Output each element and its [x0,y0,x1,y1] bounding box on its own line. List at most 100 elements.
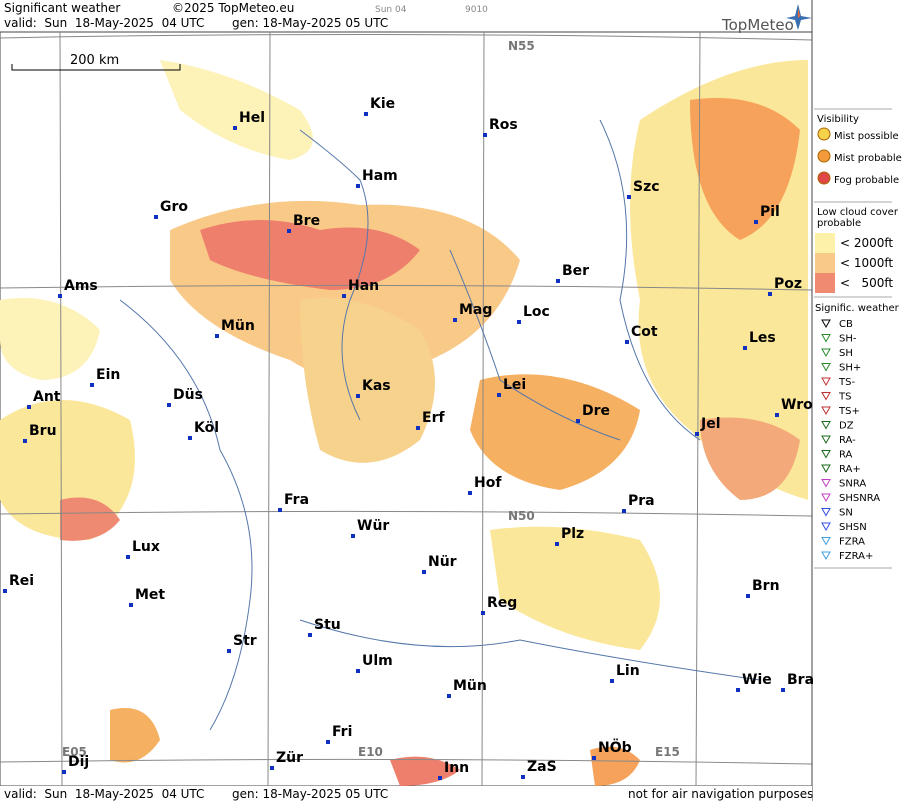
city-label: Nür [428,554,457,570]
grid-label: N50 [508,509,535,523]
logo: TopMeteo [721,16,794,34]
city-label: Jel [700,416,721,432]
low-cloud-swatch [815,233,835,253]
legend-title: Signific. weather [815,303,900,314]
city-label: Loc [523,304,550,320]
header-code: 9010 [465,5,488,15]
city-label: Ein [96,367,120,383]
city-label: Ham [362,168,398,184]
city-label: Lux [132,539,160,555]
city-label: NÖb [598,738,632,756]
city-label: Pil [760,204,780,220]
weather-symbol [821,392,831,401]
city-dot [356,394,360,398]
city-label: Ant [33,389,61,405]
weather-item: RA- [839,435,856,446]
city-label: Bra [787,672,814,688]
visibility-icon [817,149,831,163]
city-dot [422,570,426,574]
city-dot [610,679,614,683]
city-label: Ber [562,263,589,279]
city-dot [129,603,133,607]
city-dot [521,775,525,779]
weather-symbol [821,508,831,517]
city-dot [356,669,360,673]
scale-bar [11,64,181,71]
footer-bar [0,786,812,801]
city-dot [453,318,457,322]
city-dot [438,776,442,780]
city-dot [447,694,451,698]
weather-symbol [821,406,831,416]
city-dot [3,589,7,593]
city-label: Les [749,330,776,346]
visibility-item: Mist possible [834,131,899,142]
weather-item: SH+ [839,363,861,374]
header-copyright: ©2025 TopMeteo.eu [172,1,294,15]
weather-symbol [821,522,831,532]
city-label: Ulm [362,653,393,669]
city-dot [695,432,699,436]
city-label: Hof [474,475,502,491]
city-dot [287,229,291,233]
city-dot [308,633,312,637]
weather-item: CB [839,319,853,330]
city-label: Wür [357,518,389,534]
weather-symbol [821,537,831,546]
city-label: Szc [633,179,660,195]
city-label: Cot [631,324,658,340]
grid-label: E05 [62,745,87,759]
city-dot [555,542,559,546]
city-dot [126,555,130,559]
city-label: Mün [453,678,487,694]
city-label: Köl [194,420,219,436]
weather-symbol [821,348,831,358]
city-dot [746,594,750,598]
city-dot [351,534,355,538]
weather-item: SHSNRA [839,493,880,504]
city-label: Stu [314,617,341,633]
city-label: Dre [582,403,610,419]
city-dot [592,756,596,760]
weather-symbol [821,319,831,329]
visibility-icon [817,171,831,185]
visibility-item: Mist probable [834,153,902,164]
city-label: Lei [503,377,526,393]
city-label: Pra [628,493,655,509]
weather-item: SH- [839,334,857,345]
city-dot [356,184,360,188]
city-label: Erf [422,410,445,426]
grid-label: N55 [508,39,535,53]
graticule [0,31,813,787]
weather-item: SH [839,348,853,359]
city-dot [483,133,487,137]
weather-symbol [821,450,831,459]
weather-symbol [821,493,831,503]
city-label: Gro [160,199,188,215]
weather-item: TS- [838,377,855,388]
city-label: Wie [742,672,772,688]
city-label: Inn [444,760,469,776]
grid-label: E10 [358,745,383,759]
borders-rivers [119,119,761,731]
city-dot [188,436,192,440]
weather-item: DZ [839,421,854,432]
city-dot [62,770,66,774]
city-label: Bre [293,213,320,229]
city-dot [754,220,758,224]
weather-symbol [821,435,831,445]
visibility-icon [817,127,831,141]
city-dot [58,294,62,298]
weather-item: FZRA [839,537,865,548]
city-dot [167,403,171,407]
city-dot [342,294,346,298]
city-label: Ros [489,117,518,133]
city-dot [215,334,219,338]
city-dot [278,508,282,512]
low-cloud-item: < 2000ft [840,236,893,250]
city-dot [622,509,626,513]
city-dot [775,413,779,417]
city-dot [233,126,237,130]
city-label: Kie [370,96,395,112]
